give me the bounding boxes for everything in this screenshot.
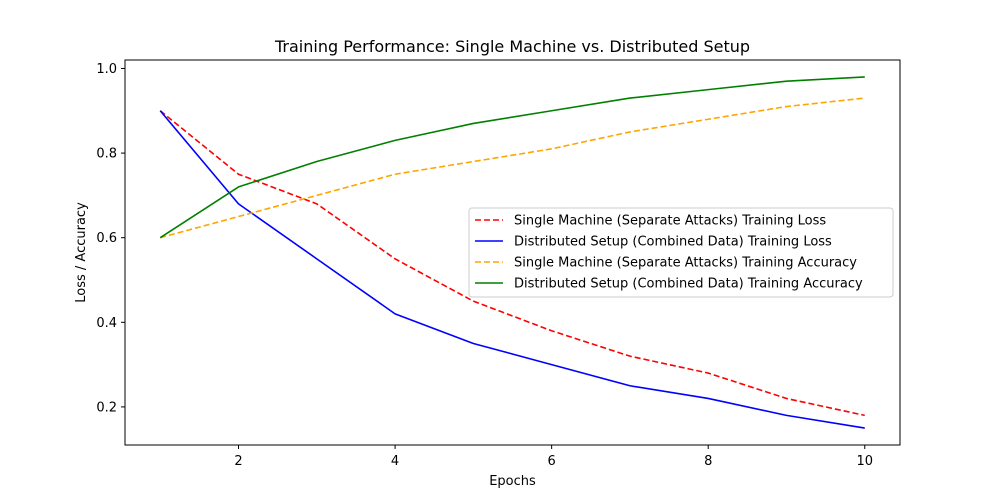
series-line-1 [159, 110, 865, 417]
legend-entry-label: Single Machine (Separate Attacks) Traini… [514, 256, 857, 271]
x-axis-label: Epochs [489, 474, 536, 489]
series-layer [159, 76, 865, 429]
legend-entry-label: Single Machine (Separate Attacks) Traini… [514, 214, 826, 229]
x-tick-label: 2 [234, 454, 242, 469]
y-tick-label: 0.4 [96, 316, 117, 331]
y-tick-label: 1.0 [96, 62, 117, 77]
plot-frame [124, 59, 901, 446]
legend-box [468, 207, 894, 298]
series-line-3 [160, 97, 865, 239]
series-line-4 [159, 76, 865, 239]
x-tick-label: 8 [704, 454, 712, 469]
y-tick-label: 0.8 [96, 147, 117, 162]
x-tick-label: 6 [548, 454, 556, 469]
y-axis-label: Loss / Accuracy [74, 202, 89, 303]
series-line-2 [159, 110, 865, 429]
chart-title: Training Performance: Single Machine vs.… [274, 37, 750, 56]
y-tick-label: 0.2 [96, 400, 117, 415]
y-tick-label: 0.6 [96, 231, 117, 246]
x-axis: 2 4 6 8 10 [234, 445, 873, 469]
x-tick-label: 4 [391, 454, 399, 469]
legend: Single Machine (Separate Attacks) Traini… [468, 207, 894, 298]
y-axis: 0.2 0.4 0.6 0.8 1.0 [96, 62, 125, 415]
x-tick-label: 10 [856, 454, 873, 469]
legend-entry-label: Distributed Setup (Combined Data) Traini… [514, 277, 863, 292]
legend-entry-label: Distributed Setup (Combined Data) Traini… [514, 235, 832, 250]
